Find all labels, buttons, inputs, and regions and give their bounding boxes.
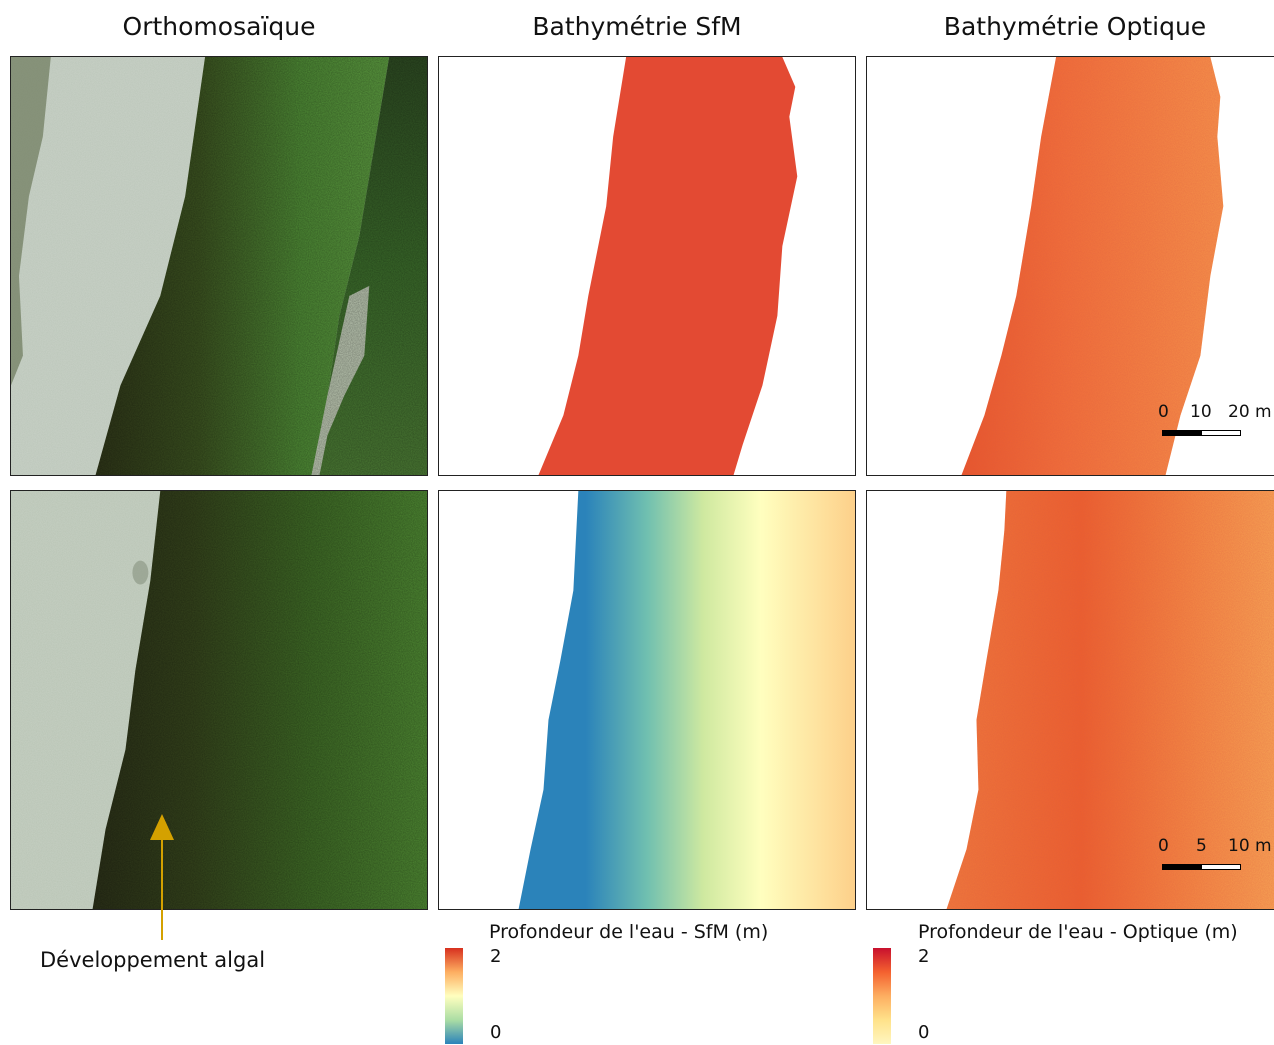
scalebar-bottom-white [1201,864,1241,870]
scalebar-top-label-0: 0 [1158,402,1169,422]
annotation-algal-development: Développement algal [40,948,266,972]
algal-arrow [150,814,174,940]
title-orthomosaic: Orthomosaïque [122,12,316,41]
legend-sfm-title: Profondeur de l'eau - SfM (m) [489,921,769,943]
orthomosaic-panel-bottom [10,490,428,910]
algal-arrow-head [150,814,174,840]
scalebar-bottom-label-2: 10 m [1228,836,1272,856]
scalebar-top: 0 10 20 m [1158,402,1274,442]
legend-sfm-ramp [445,948,463,1044]
bathymetry-sfm-panel-top [438,56,856,476]
scalebar-top-white [1201,430,1241,436]
bathymetry-optical-panel-bottom [866,490,1274,910]
orthomosaic-panel-top [10,56,428,476]
title-bathymetry-sfm: Bathymétrie SfM [532,12,742,41]
bathymetry-optical-panel-top [866,56,1274,476]
legend-optical-min: 0 [918,1022,930,1043]
scalebar-bottom-label-0: 0 [1158,836,1169,856]
scalebar-bottom-black [1162,864,1202,870]
legend-sfm-min: 0 [490,1022,502,1043]
scalebar-top-black [1162,430,1202,436]
legend-optical-title: Profondeur de l'eau - Optique (m) [918,921,1238,943]
title-bathymetry-optical: Bathymétrie Optique [943,12,1207,41]
legend-sfm-max: 2 [490,946,502,967]
scalebar-bottom: 0 5 10 m [1158,836,1274,876]
legend-optical-max: 2 [918,946,930,967]
scalebar-top-label-1: 10 [1190,402,1212,422]
scalebar-top-label-2: 20 m [1228,402,1272,422]
bathymetry-sfm-panel-bottom [438,490,856,910]
legend-optical-ramp [873,948,891,1044]
scalebar-bottom-label-1: 5 [1196,836,1207,856]
